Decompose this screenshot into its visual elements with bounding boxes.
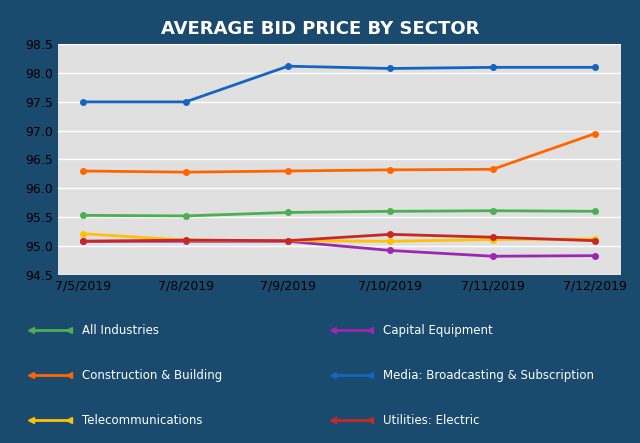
Text: Utilities: Electric: Utilities: Electric bbox=[383, 414, 479, 427]
Media: Broadcasting & Subscription: (0, 97.5): Broadcasting & Subscription: (0, 97.5) bbox=[79, 99, 87, 105]
All Industries bbox=[284, 210, 292, 215]
Construction & Building bbox=[79, 168, 87, 174]
Utilities: Electric: (4, 95.2): Electric: (4, 95.2) bbox=[489, 234, 497, 240]
Line: Capital Equipment: Capital Equipment bbox=[81, 238, 598, 259]
Text: Construction & Building: Construction & Building bbox=[82, 369, 222, 382]
All Industries bbox=[591, 209, 599, 214]
All Industries bbox=[489, 208, 497, 214]
Utilities: Electric: (3, 95.2): Electric: (3, 95.2) bbox=[387, 232, 394, 237]
Line: Telecommunications: Telecommunications bbox=[81, 231, 598, 244]
Media: Broadcasting & Subscription: (5, 98.1): Broadcasting & Subscription: (5, 98.1) bbox=[591, 65, 599, 70]
Telecommunications bbox=[79, 231, 87, 237]
Telecommunications bbox=[387, 239, 394, 244]
All Industries bbox=[79, 213, 87, 218]
Line: Media: Broadcasting & Subscription: Media: Broadcasting & Subscription bbox=[81, 63, 598, 105]
Construction & Building bbox=[387, 167, 394, 172]
Text: All Industries: All Industries bbox=[82, 324, 159, 337]
Text: Telecommunications: Telecommunications bbox=[82, 414, 202, 427]
Media: Broadcasting & Subscription: (4, 98.1): Broadcasting & Subscription: (4, 98.1) bbox=[489, 65, 497, 70]
Utilities: Electric: (5, 95.1): Electric: (5, 95.1) bbox=[591, 238, 599, 243]
Telecommunications bbox=[284, 238, 292, 243]
All Industries bbox=[182, 213, 189, 218]
Line: Construction & Building: Construction & Building bbox=[81, 131, 598, 175]
Capital Equipment bbox=[387, 248, 394, 253]
Capital Equipment bbox=[284, 239, 292, 244]
Telecommunications bbox=[489, 237, 497, 242]
All Industries bbox=[387, 209, 394, 214]
Capital Equipment bbox=[591, 253, 599, 258]
Capital Equipment bbox=[79, 239, 87, 244]
Text: Capital Equipment: Capital Equipment bbox=[383, 324, 492, 337]
Construction & Building bbox=[182, 170, 189, 175]
Utilities: Electric: (1, 95.1): Electric: (1, 95.1) bbox=[182, 237, 189, 243]
Text: Media: Broadcasting & Subscription: Media: Broadcasting & Subscription bbox=[383, 369, 594, 382]
Media: Broadcasting & Subscription: (3, 98.1): Broadcasting & Subscription: (3, 98.1) bbox=[387, 66, 394, 71]
Telecommunications bbox=[591, 236, 599, 241]
Media: Broadcasting & Subscription: (1, 97.5): Broadcasting & Subscription: (1, 97.5) bbox=[182, 99, 189, 105]
Telecommunications bbox=[182, 237, 189, 243]
Capital Equipment bbox=[489, 253, 497, 259]
Line: Utilities: Electric: Utilities: Electric bbox=[81, 232, 598, 244]
Construction & Building bbox=[284, 168, 292, 174]
Capital Equipment bbox=[182, 239, 189, 244]
Utilities: Electric: (0, 95.1): Electric: (0, 95.1) bbox=[79, 239, 87, 244]
Text: AVERAGE BID PRICE BY SECTOR: AVERAGE BID PRICE BY SECTOR bbox=[161, 20, 479, 38]
Line: All Industries: All Industries bbox=[81, 208, 598, 219]
Media: Broadcasting & Subscription: (2, 98.1): Broadcasting & Subscription: (2, 98.1) bbox=[284, 63, 292, 69]
Construction & Building bbox=[489, 167, 497, 172]
Construction & Building bbox=[591, 131, 599, 136]
Utilities: Electric: (2, 95.1): Electric: (2, 95.1) bbox=[284, 238, 292, 243]
